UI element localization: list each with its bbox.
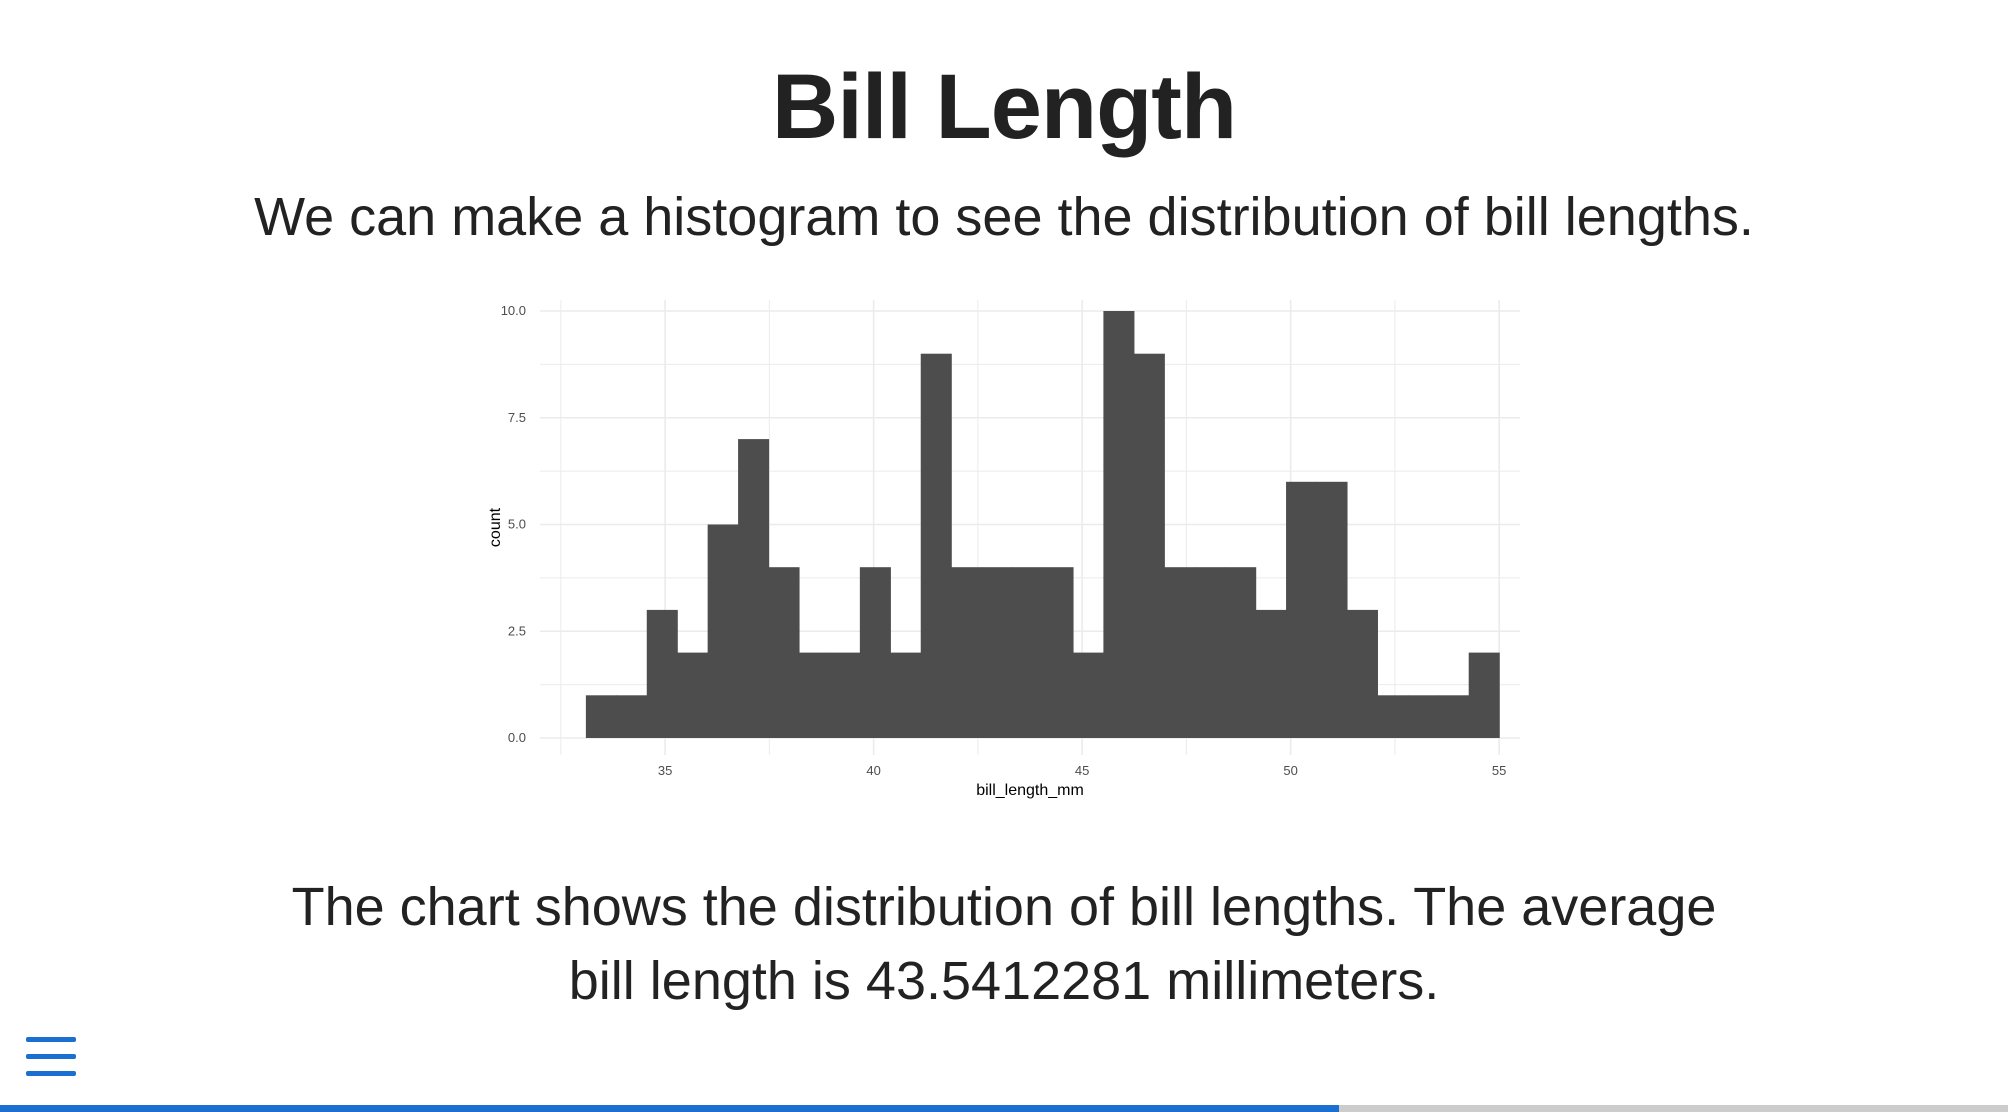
- histogram-bar: [707, 524, 739, 738]
- histogram-svg: 35 40 45 50 55 0.0 2.5 5.0 7.5 10.0 bill_length_mm…: [487, 300, 1520, 799]
- menu-bar-middle: [26, 1054, 76, 1059]
- menu-bar-top: [26, 1037, 76, 1042]
- y-tick-label: 0.0: [508, 730, 526, 745]
- histogram-bar: [768, 567, 800, 738]
- slide-progress-fill: [0, 1105, 1340, 1112]
- x-tick-label: 55: [1492, 763, 1506, 778]
- histogram-bar: [890, 652, 922, 738]
- y-tick-label: 7.5: [508, 410, 526, 425]
- slide-progress-bar[interactable]: [0, 1105, 2008, 1112]
- histogram-bar: [829, 652, 861, 738]
- histogram-bar: [1072, 652, 1104, 738]
- x-tick-label: 45: [1075, 763, 1089, 778]
- histogram-bar: [920, 353, 952, 738]
- y-axis-label: count: [487, 507, 504, 547]
- histogram-bar: [1316, 481, 1348, 738]
- histogram-bar: [1042, 567, 1074, 738]
- x-tick-label: 50: [1283, 763, 1297, 778]
- histogram-bar: [1407, 695, 1439, 738]
- histogram-bar: [1286, 481, 1318, 738]
- histogram-bar: [798, 652, 831, 738]
- histogram-bar: [1194, 567, 1226, 738]
- histogram-bar: [1012, 567, 1044, 738]
- histogram-bar: [981, 567, 1013, 738]
- slide-title: Bill Length: [771, 56, 1237, 158]
- y-tick-label: 2.5: [508, 623, 526, 638]
- histogram-bar: [1346, 609, 1378, 738]
- histogram-bar: [585, 695, 617, 738]
- histogram-bar: [738, 439, 770, 738]
- histogram-bar: [1164, 567, 1196, 738]
- histogram-bar: [1103, 311, 1135, 738]
- hamburger-menu-icon[interactable]: [26, 1035, 76, 1079]
- histogram-bar: [1377, 695, 1409, 738]
- y-tick-label: 5.0: [508, 517, 526, 532]
- histogram-bar: [1225, 567, 1257, 738]
- menu-bar-bottom: [26, 1071, 76, 1076]
- histogram-bar: [646, 609, 678, 738]
- slide-caption: The chart shows the distribution of bill…: [291, 877, 1717, 1011]
- x-tick-label: 35: [658, 763, 672, 778]
- y-tick-label: 10.0: [501, 303, 526, 318]
- x-tick-label: 40: [866, 763, 880, 778]
- x-axis-label: bill_length_mm: [976, 782, 1084, 799]
- slide-subtitle: We can make a histogram to see the distr…: [254, 187, 1754, 247]
- histogram-chart: 35 40 45 50 55 0.0 2.5 5.0 7.5 10.0 bill_length_mm…: [470, 290, 1540, 820]
- histogram-bar: [859, 567, 891, 738]
- histogram-bar: [1133, 353, 1165, 738]
- histogram-bar: [1255, 609, 1287, 738]
- histogram-bar: [616, 695, 648, 738]
- histogram-bar: [1438, 695, 1470, 738]
- histogram-bar: [1468, 652, 1500, 738]
- histogram-bar: [951, 567, 983, 738]
- histogram-bar: [677, 652, 709, 738]
